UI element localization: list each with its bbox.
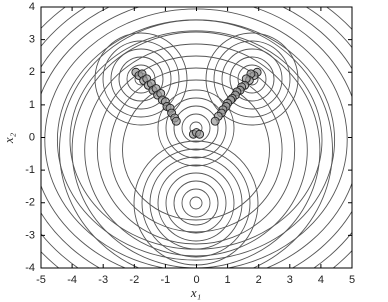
contour xyxy=(109,67,283,233)
contour xyxy=(189,196,203,210)
y-axis-label: x₂ xyxy=(1,132,16,144)
x-tick-label: -5 xyxy=(36,274,46,286)
x-tick-label: 3 xyxy=(287,274,293,286)
contour xyxy=(165,172,227,234)
contour xyxy=(110,48,172,110)
y-tick-label: -2 xyxy=(25,197,35,209)
x-tick-label: -2 xyxy=(129,274,139,286)
x-tick-label: 0 xyxy=(193,274,199,286)
x-tick-label: -4 xyxy=(67,274,77,286)
contour xyxy=(71,31,321,268)
contour xyxy=(157,164,235,242)
contour xyxy=(84,43,308,257)
contour xyxy=(157,89,235,167)
contour xyxy=(149,156,243,250)
contour xyxy=(126,64,156,94)
contour xyxy=(133,140,259,266)
y-tick-label: 1 xyxy=(29,99,35,111)
contour xyxy=(59,19,333,268)
y-tick-label: -3 xyxy=(25,229,35,241)
contour xyxy=(102,40,180,118)
x-tick-label: 5 xyxy=(349,274,355,286)
x-axis-label: x₁ xyxy=(190,285,201,300)
contour xyxy=(181,113,211,143)
point xyxy=(195,129,205,139)
x-tick-label: -3 xyxy=(98,274,108,286)
y-tick-label: 4 xyxy=(29,1,35,13)
x-tick-label: 1 xyxy=(225,274,231,286)
x-tick-label: -1 xyxy=(161,274,171,286)
contour xyxy=(122,79,270,221)
contour xyxy=(221,48,283,110)
contour xyxy=(69,30,323,250)
y-tick-label: -4 xyxy=(25,262,35,274)
contour xyxy=(141,148,251,258)
contour xyxy=(237,64,267,94)
contour xyxy=(96,55,296,245)
contour xyxy=(213,40,291,118)
y-tick-label: 2 xyxy=(29,66,35,78)
y-tick-label: 3 xyxy=(29,34,35,46)
contour xyxy=(205,32,299,126)
contour xyxy=(173,105,219,151)
y-tick-label: 0 xyxy=(29,131,35,143)
x-tick-label: 4 xyxy=(318,274,324,286)
x-tick-label: 2 xyxy=(256,274,262,286)
point xyxy=(210,116,220,126)
contour xyxy=(165,97,227,159)
contour xyxy=(94,32,188,126)
contour xyxy=(173,180,219,226)
contour xyxy=(118,56,164,102)
contour xyxy=(229,56,275,102)
y-tick-label: -1 xyxy=(25,164,35,176)
point xyxy=(171,116,181,126)
contour xyxy=(181,188,211,218)
